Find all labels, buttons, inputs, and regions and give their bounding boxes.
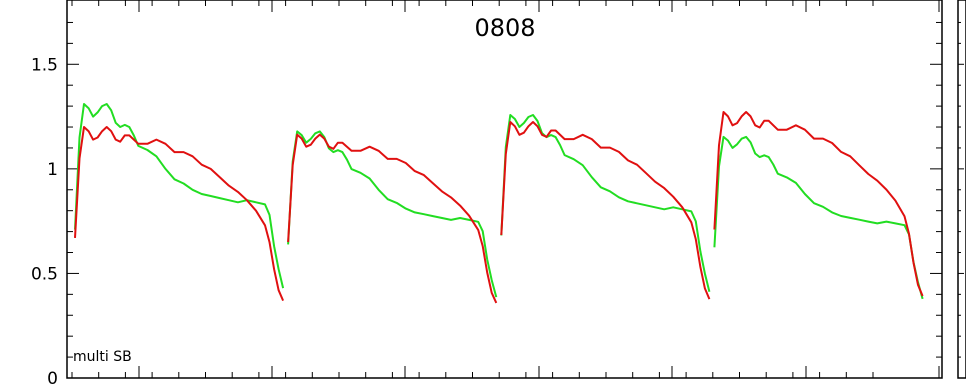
annotation-label: multi SB [73, 349, 132, 365]
red-series-line-cycle-3 [500, 121, 711, 300]
green-series-line-cycle-4 [713, 135, 924, 300]
green-series-line-cycle-1 [74, 103, 285, 289]
red-series-line-cycle-1 [74, 126, 285, 301]
plot-frame [66, 0, 943, 379]
red-series-line-cycle-4 [713, 111, 924, 297]
red-series-line-cycle-2 [287, 133, 498, 304]
y-tick-label: 1.5 [31, 55, 58, 75]
axis-ticks [67, 0, 964, 379]
green-series-line-cycle-3 [500, 114, 711, 292]
chart-title: 0808 [474, 14, 535, 42]
right-panel-frame [957, 0, 966, 379]
y-tick-label: 0 [47, 369, 58, 388]
green-series-line-cycle-2 [287, 130, 498, 298]
series-lines [74, 103, 924, 304]
y-tick-label: 0.5 [31, 264, 58, 284]
y-tick-labels: 0 0.5 1 1.5 [31, 55, 58, 388]
y-tick-label: 1 [47, 160, 58, 180]
